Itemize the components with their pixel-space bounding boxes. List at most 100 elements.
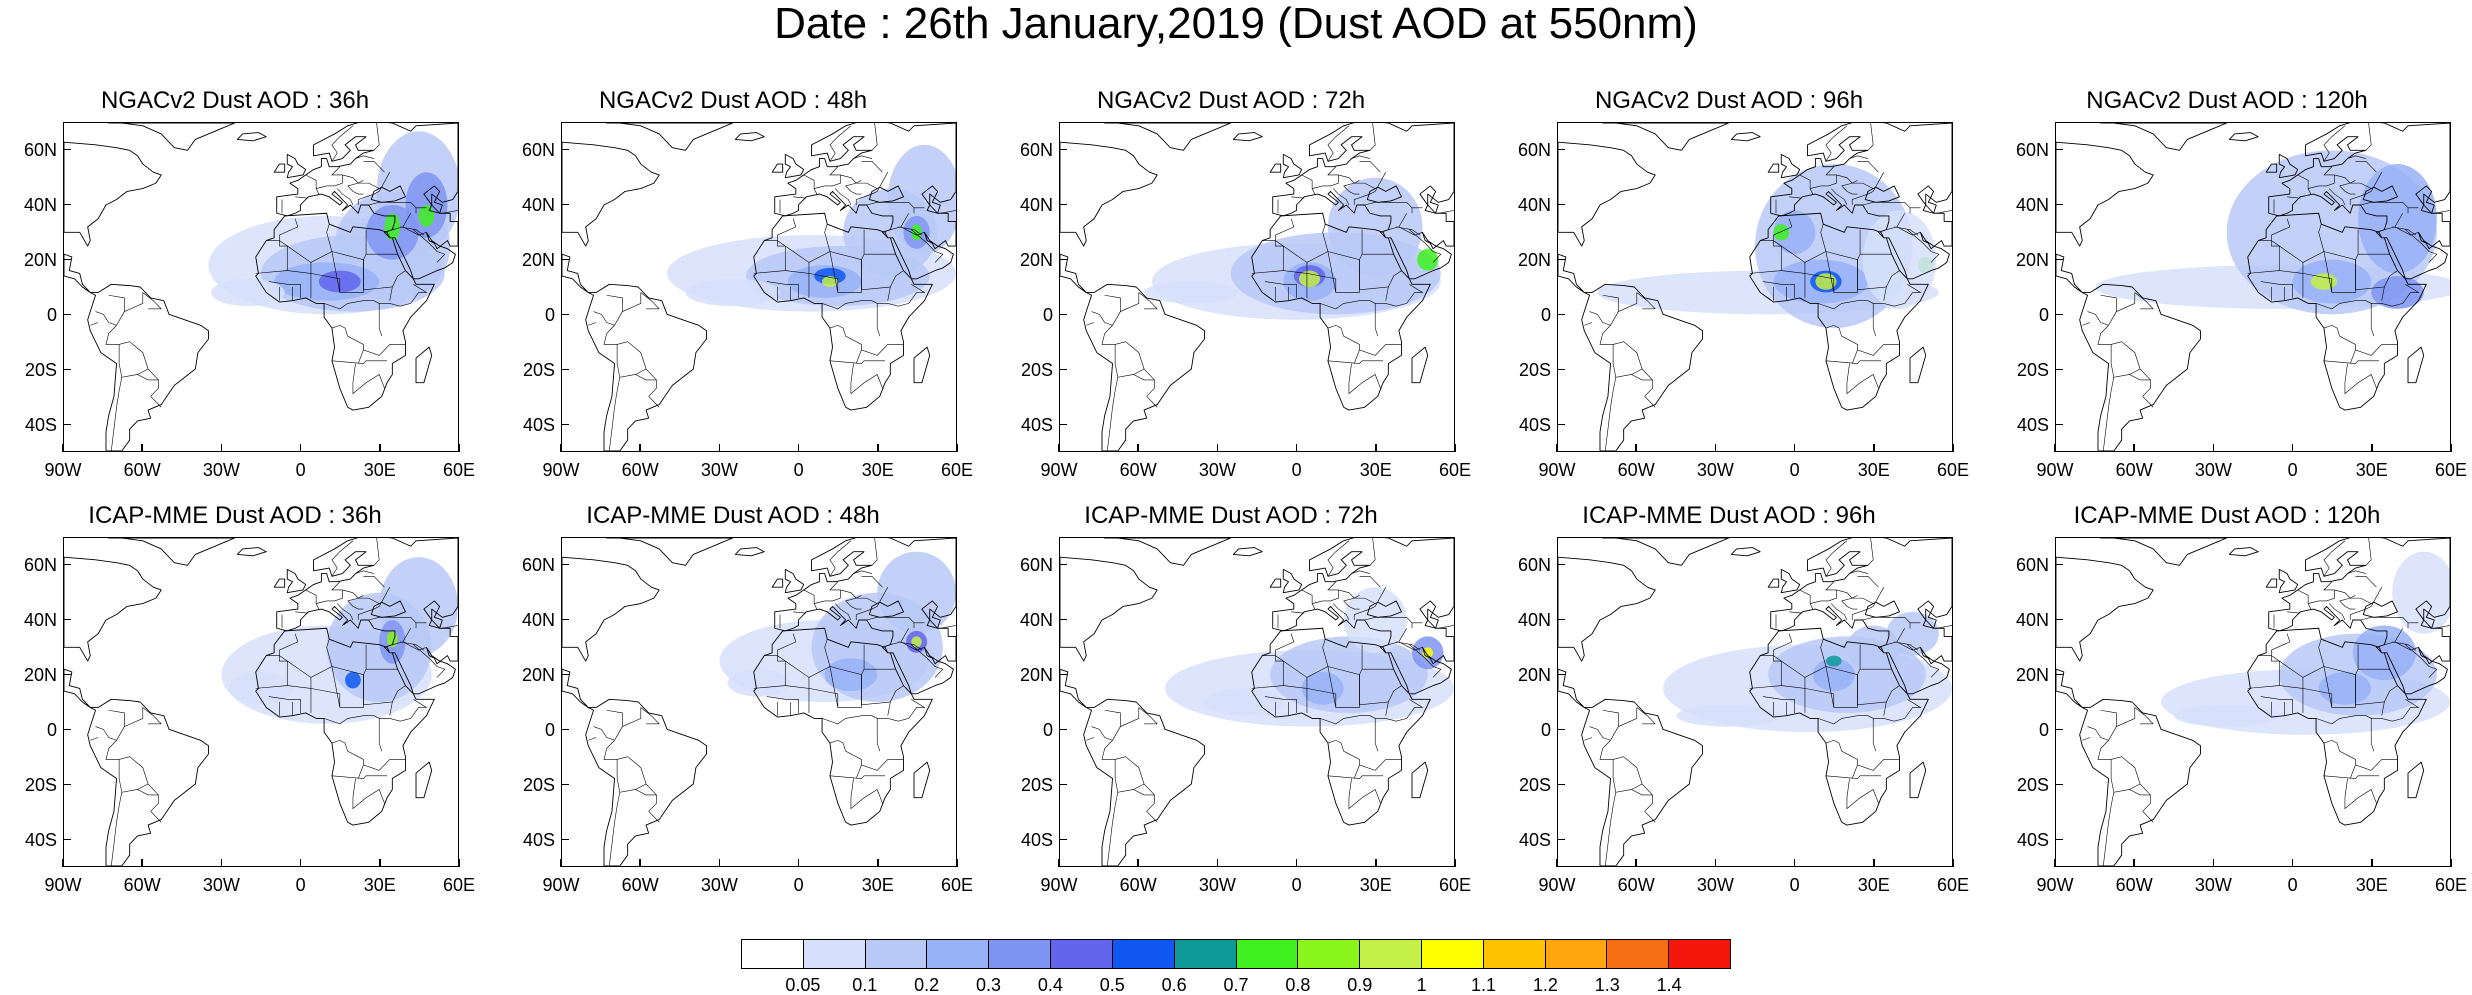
country-border <box>1101 311 1155 397</box>
country-border <box>1264 696 1297 713</box>
country-border <box>352 363 385 395</box>
lon-tick <box>220 444 223 452</box>
country-border <box>1809 603 1814 610</box>
country-border <box>803 174 825 189</box>
coastline-uk <box>784 568 805 594</box>
lat-tick-label: 20N <box>23 249 57 270</box>
country-border <box>1896 641 1921 651</box>
country-border <box>355 155 375 159</box>
coastline-uk <box>2278 568 2299 594</box>
country-border <box>1364 617 1413 623</box>
country-border <box>2287 611 2301 614</box>
lat-tick-label: 60N <box>2015 554 2049 575</box>
country-border <box>1886 685 1900 703</box>
country-border <box>363 259 393 301</box>
country-border <box>1138 292 1158 310</box>
lon-tick <box>1873 444 1875 452</box>
lon-tick <box>1556 859 1558 867</box>
country-border <box>1409 229 1442 263</box>
country-border <box>105 726 159 812</box>
country-border <box>1760 633 1793 656</box>
lon-tick <box>2291 444 2294 452</box>
aod-blob <box>345 671 361 689</box>
country-border <box>603 726 657 812</box>
country-border <box>1327 324 1402 356</box>
country-border <box>363 575 385 588</box>
lat-tick <box>561 258 569 261</box>
country-border <box>1327 581 1360 599</box>
coastline-ireland <box>1767 578 1780 588</box>
country-border <box>1830 188 1848 206</box>
coastline-black-sea <box>2362 185 2398 203</box>
coastline-ireland <box>1767 163 1780 173</box>
country-border <box>766 281 799 298</box>
country-border <box>2323 324 2398 356</box>
coastline-north-america <box>1060 556 1158 662</box>
lon-tick-label: 30W <box>1198 875 1236 895</box>
lat-tick-label: 40N <box>23 609 57 630</box>
lat-tick-label: 40S <box>24 414 57 435</box>
coastline-greenland <box>606 123 734 151</box>
country-border <box>2323 540 2346 577</box>
coastline-central-america <box>1558 253 1585 293</box>
country-border <box>1291 196 1305 199</box>
country-border <box>1374 303 1379 337</box>
coastline-caspian-sea <box>921 600 941 629</box>
lon-tick <box>1793 859 1796 867</box>
lon-tick-label: 90W <box>2036 875 2074 895</box>
panel-title: ICAP-MME Dust AOD : 120h <box>2073 502 2381 529</box>
lon-tick <box>1952 859 1954 867</box>
lon-tick-label: 60W <box>1119 875 1157 895</box>
lon-tick-label: 60W <box>621 460 659 480</box>
country-border <box>1146 811 1158 823</box>
country-border <box>2323 125 2346 162</box>
country-border <box>347 182 380 189</box>
country-border <box>310 273 341 293</box>
lat-tick <box>2055 148 2063 151</box>
country-border <box>2392 641 2417 651</box>
lat-tick <box>1059 673 1067 676</box>
aod-blob <box>1825 655 1842 667</box>
country-border <box>2097 311 2151 397</box>
country-border <box>1301 174 1323 189</box>
coastline-north-america <box>1060 141 1158 247</box>
lat-tick-label: 20N <box>1019 664 1053 685</box>
lat-tick <box>1059 563 1067 566</box>
dust-aod-map <box>64 123 458 451</box>
lon-tick-label: 0 <box>295 875 306 895</box>
country-border <box>1825 739 1900 771</box>
country-border <box>2347 570 2367 574</box>
lon-tick <box>1295 444 1298 452</box>
coastline-north-america <box>562 141 660 247</box>
coastline-madagascar <box>415 761 433 799</box>
country-border <box>890 685 904 703</box>
lat-tick <box>63 203 71 206</box>
lon-tick <box>2450 444 2452 452</box>
panel-title: NGACv2 Dust AOD : 96h <box>1594 87 1864 114</box>
lat-tick-label: 20N <box>1019 249 1053 270</box>
country-border <box>622 707 642 727</box>
country-border <box>142 292 162 310</box>
country-border <box>1353 764 1360 779</box>
lon-tick <box>877 859 879 867</box>
country-border <box>295 611 309 614</box>
country-border <box>2110 759 2141 793</box>
colorbar-swatch <box>989 940 1052 968</box>
country-border <box>1311 603 1316 610</box>
country-border <box>1364 202 1413 208</box>
lon-tick <box>379 444 381 452</box>
country-border <box>2260 281 2293 298</box>
country-border <box>305 174 327 189</box>
country-border <box>1825 775 1882 779</box>
panel-title: ICAP-MME Dust AOD : 96h <box>1582 502 1876 529</box>
coastline-ireland <box>771 163 784 173</box>
country-border <box>898 641 923 651</box>
lat-tick-label: 0 <box>46 304 57 325</box>
country-border <box>1799 589 1821 604</box>
lon-tick <box>2212 859 2215 867</box>
lon-tick-label: 30W <box>1198 460 1236 480</box>
country-border <box>890 270 904 288</box>
lat-tick-label: 60N <box>23 139 57 160</box>
aod-field <box>667 144 956 312</box>
colorbar-label: 0.2 <box>914 975 940 995</box>
